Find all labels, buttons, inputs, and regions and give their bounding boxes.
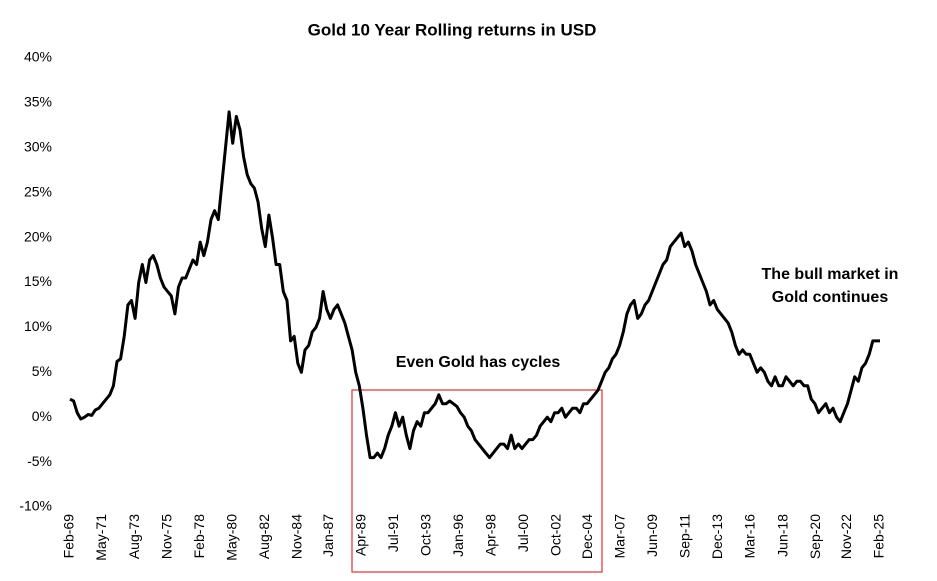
y-tick-label: -5% [27,453,52,469]
x-tick-label: Jun-09 [644,514,660,557]
x-tick-label: May-71 [93,514,109,561]
x-tick-label: May-80 [223,514,239,561]
y-tick-label: 20% [24,228,52,244]
x-tick-label: Dec-04 [579,514,595,559]
x-tick-label: Nov-22 [838,514,854,559]
y-tick-label: 25% [24,183,52,199]
x-tick-label: Jan-96 [450,514,466,557]
annotation: Gold continues [772,289,889,306]
annotation: Even Gold has cycles [396,354,561,371]
x-tick-label: Oct-93 [417,514,433,556]
x-tick-label: Jan-87 [320,514,336,557]
x-tick-label: Mar-16 [742,514,758,559]
x-tick-label: Jun-18 [774,514,790,557]
x-tick-label: Feb-78 [191,514,207,559]
x-tick-label: Feb-69 [61,514,77,559]
y-tick-label: 0% [32,408,52,424]
y-tick-label: 35% [24,94,52,110]
x-tick-label: Sep-20 [807,514,823,559]
x-tick-label: Oct-02 [548,514,564,556]
y-tick-label: 30% [24,139,52,155]
y-tick-label: 40% [24,49,52,65]
x-tick-label: Mar-07 [612,514,628,559]
x-tick-label: Nov-75 [158,514,174,559]
x-tick-label: Dec-13 [709,514,725,559]
y-tick-label: 15% [24,273,52,289]
x-tick-label: Jul-91 [385,514,401,552]
data-line [69,110,880,460]
x-tick-label: Nov-84 [289,514,305,559]
y-tick-label: 10% [24,318,52,334]
highlight-box [351,389,603,573]
y-tick-label: -10% [19,498,52,514]
x-tick-label: Feb-25 [871,514,887,559]
y-tick-label: 5% [32,363,52,379]
chart-title: Gold 10 Year Rolling returns in USD [308,20,597,39]
x-tick-label: Jul-00 [515,514,531,552]
x-tick-label: Sep-11 [677,514,693,558]
x-tick-label: Aug-82 [256,514,272,559]
annotation: The bull market in [762,266,899,283]
x-tick-label: Apr-89 [352,514,368,556]
x-tick-label: Aug-73 [126,514,142,559]
x-tick-label: Apr-98 [483,514,499,556]
